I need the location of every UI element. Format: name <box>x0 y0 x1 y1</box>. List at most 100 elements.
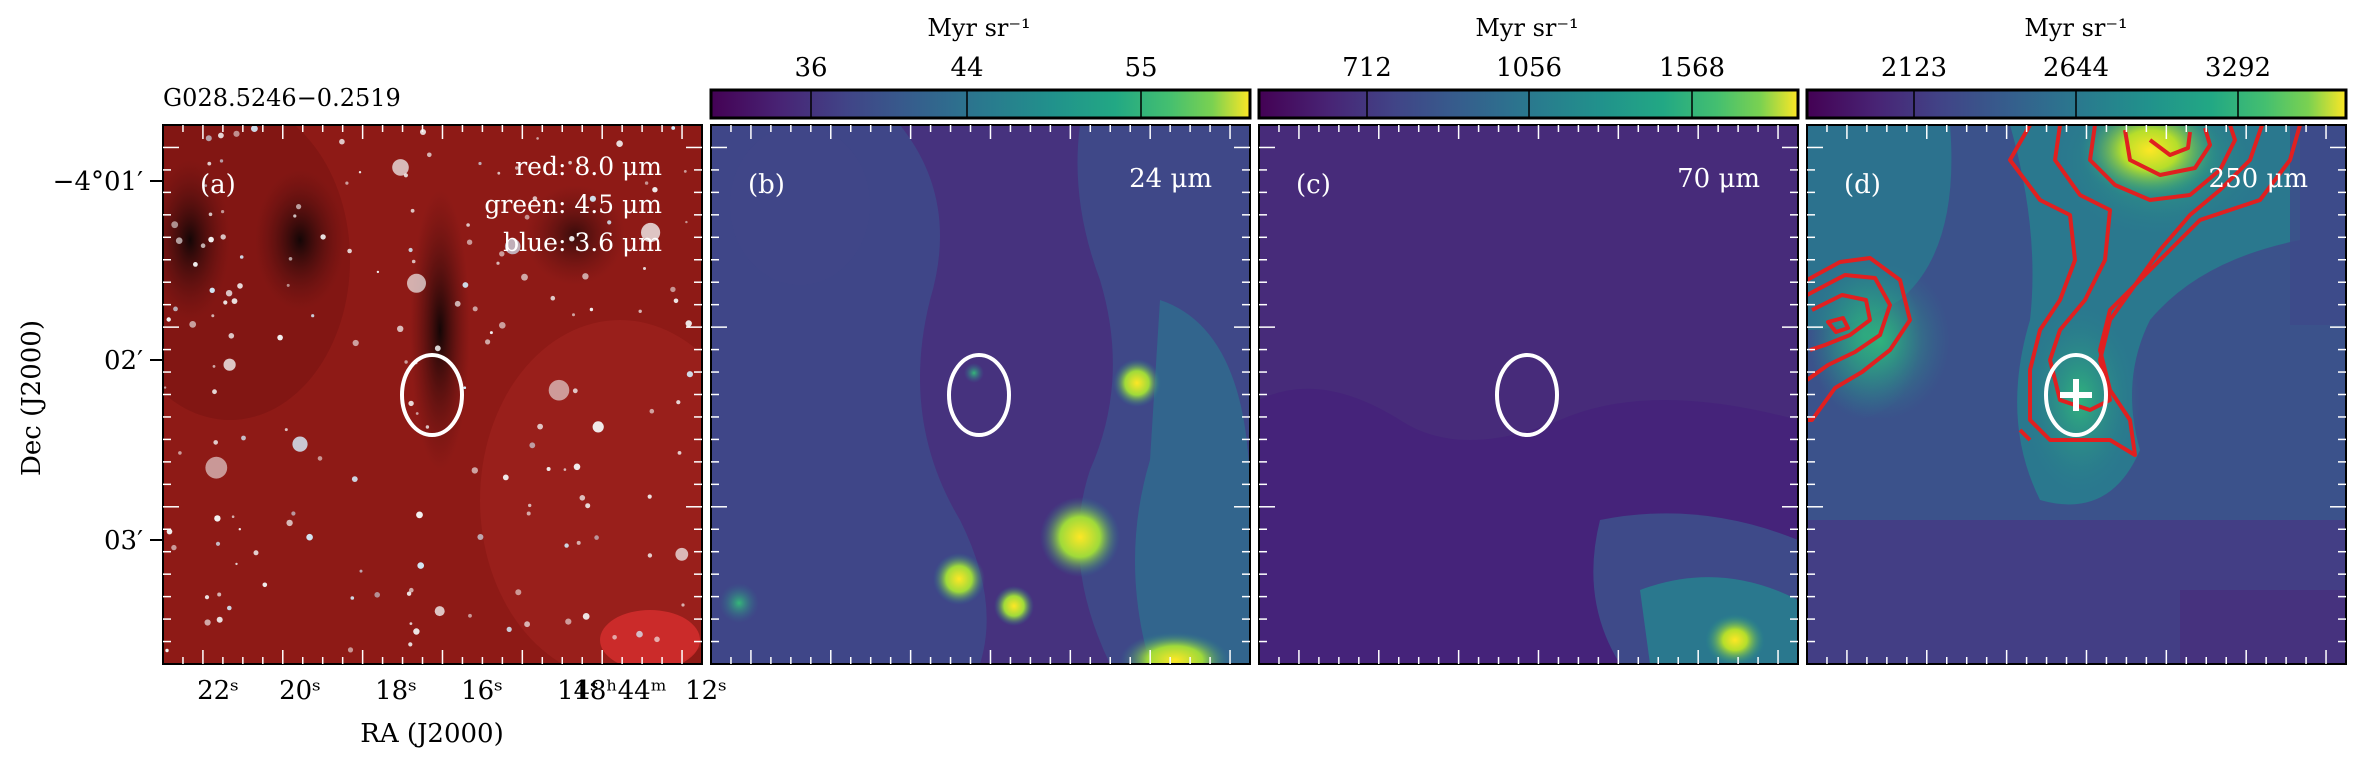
star <box>253 550 259 556</box>
star <box>466 239 473 245</box>
y-tick-label: 02′ <box>104 346 143 376</box>
star <box>215 541 221 546</box>
source-name: G028.5246−0.2519 <box>163 84 401 112</box>
star <box>408 247 413 253</box>
star <box>582 273 589 280</box>
star <box>506 626 512 633</box>
star <box>284 428 288 432</box>
star <box>647 553 653 558</box>
star <box>504 238 521 255</box>
star <box>670 286 676 293</box>
star <box>216 616 223 623</box>
star <box>565 618 572 625</box>
star <box>163 386 167 389</box>
star <box>214 515 221 522</box>
star <box>468 613 472 618</box>
y-tick-label: −4°01′ <box>53 167 143 197</box>
colorbar-d-tick: 2644 <box>2043 53 2109 83</box>
panel-d-band: 250 μm <box>2209 164 2308 194</box>
star <box>585 503 591 509</box>
colorbar-c-tick: 1056 <box>1496 53 1562 83</box>
y-tick-label: 03′ <box>104 526 143 556</box>
star <box>454 300 461 307</box>
star <box>227 605 232 611</box>
colorbar-b: Myr sr⁻¹ 36 44 55 <box>709 14 1252 120</box>
star <box>529 442 536 449</box>
star <box>166 317 171 322</box>
star <box>607 220 612 225</box>
star <box>166 528 173 535</box>
x-tick-label: 12ˢ <box>685 676 727 706</box>
colorbar-d-unit: Myr sr⁻¹ <box>2024 14 2127 42</box>
colorbar-d-tick: 2123 <box>1881 53 1947 83</box>
star <box>235 562 238 566</box>
panel-d-cross-marker <box>2060 379 2092 411</box>
star <box>524 621 530 628</box>
colorbar-b-bar <box>709 88 1252 120</box>
star <box>286 519 293 527</box>
star <box>200 243 206 248</box>
star <box>213 440 218 445</box>
star <box>652 187 658 193</box>
star <box>415 412 419 415</box>
star <box>408 400 414 407</box>
star <box>497 171 501 175</box>
star <box>478 161 482 166</box>
star <box>676 400 681 405</box>
panel-a-tag: (a) <box>200 170 236 200</box>
panel-a-legend-blue: blue: 3.6 μm <box>503 228 662 257</box>
star <box>193 262 198 267</box>
star <box>359 569 363 573</box>
star <box>218 132 224 139</box>
star <box>277 334 283 341</box>
star <box>204 595 210 600</box>
star <box>526 511 531 516</box>
star <box>643 267 646 270</box>
star <box>408 642 413 647</box>
star <box>347 248 352 254</box>
colorbar-b-tick: 36 <box>794 53 827 83</box>
star <box>292 436 308 452</box>
point-source <box>933 553 985 605</box>
star <box>212 389 217 395</box>
star <box>208 236 214 243</box>
star <box>306 533 313 541</box>
star <box>208 212 213 217</box>
colorbar-c-unit: Myr sr⁻¹ <box>1475 14 1578 42</box>
x-tick-label: 18ʰ44ᵐ <box>573 676 666 706</box>
star <box>189 321 197 328</box>
star <box>568 160 572 165</box>
star <box>472 306 478 312</box>
colorbar-c-tick: 1568 <box>1659 53 1725 83</box>
star <box>576 540 581 545</box>
panel-a <box>163 125 702 664</box>
star <box>409 622 413 625</box>
point-source <box>1040 497 1120 577</box>
star <box>416 511 423 519</box>
star <box>636 630 643 638</box>
star <box>573 463 581 471</box>
star <box>173 306 178 312</box>
star <box>434 606 445 617</box>
star <box>238 528 241 531</box>
star <box>536 137 539 140</box>
star <box>293 214 297 218</box>
point-source <box>719 583 759 623</box>
star <box>594 535 599 540</box>
star <box>228 333 235 339</box>
star <box>209 287 215 293</box>
star <box>204 184 208 187</box>
star <box>548 379 570 401</box>
star <box>291 511 296 516</box>
star <box>350 596 355 600</box>
star <box>434 345 441 352</box>
star <box>471 467 478 474</box>
star <box>685 320 692 327</box>
star <box>612 635 617 640</box>
x-tick-label: 20ˢ <box>279 676 321 706</box>
star <box>417 562 425 569</box>
panel-d-aperture-ellipse <box>2044 353 2108 437</box>
star <box>532 196 538 201</box>
panel-d-contours <box>1807 125 2302 457</box>
